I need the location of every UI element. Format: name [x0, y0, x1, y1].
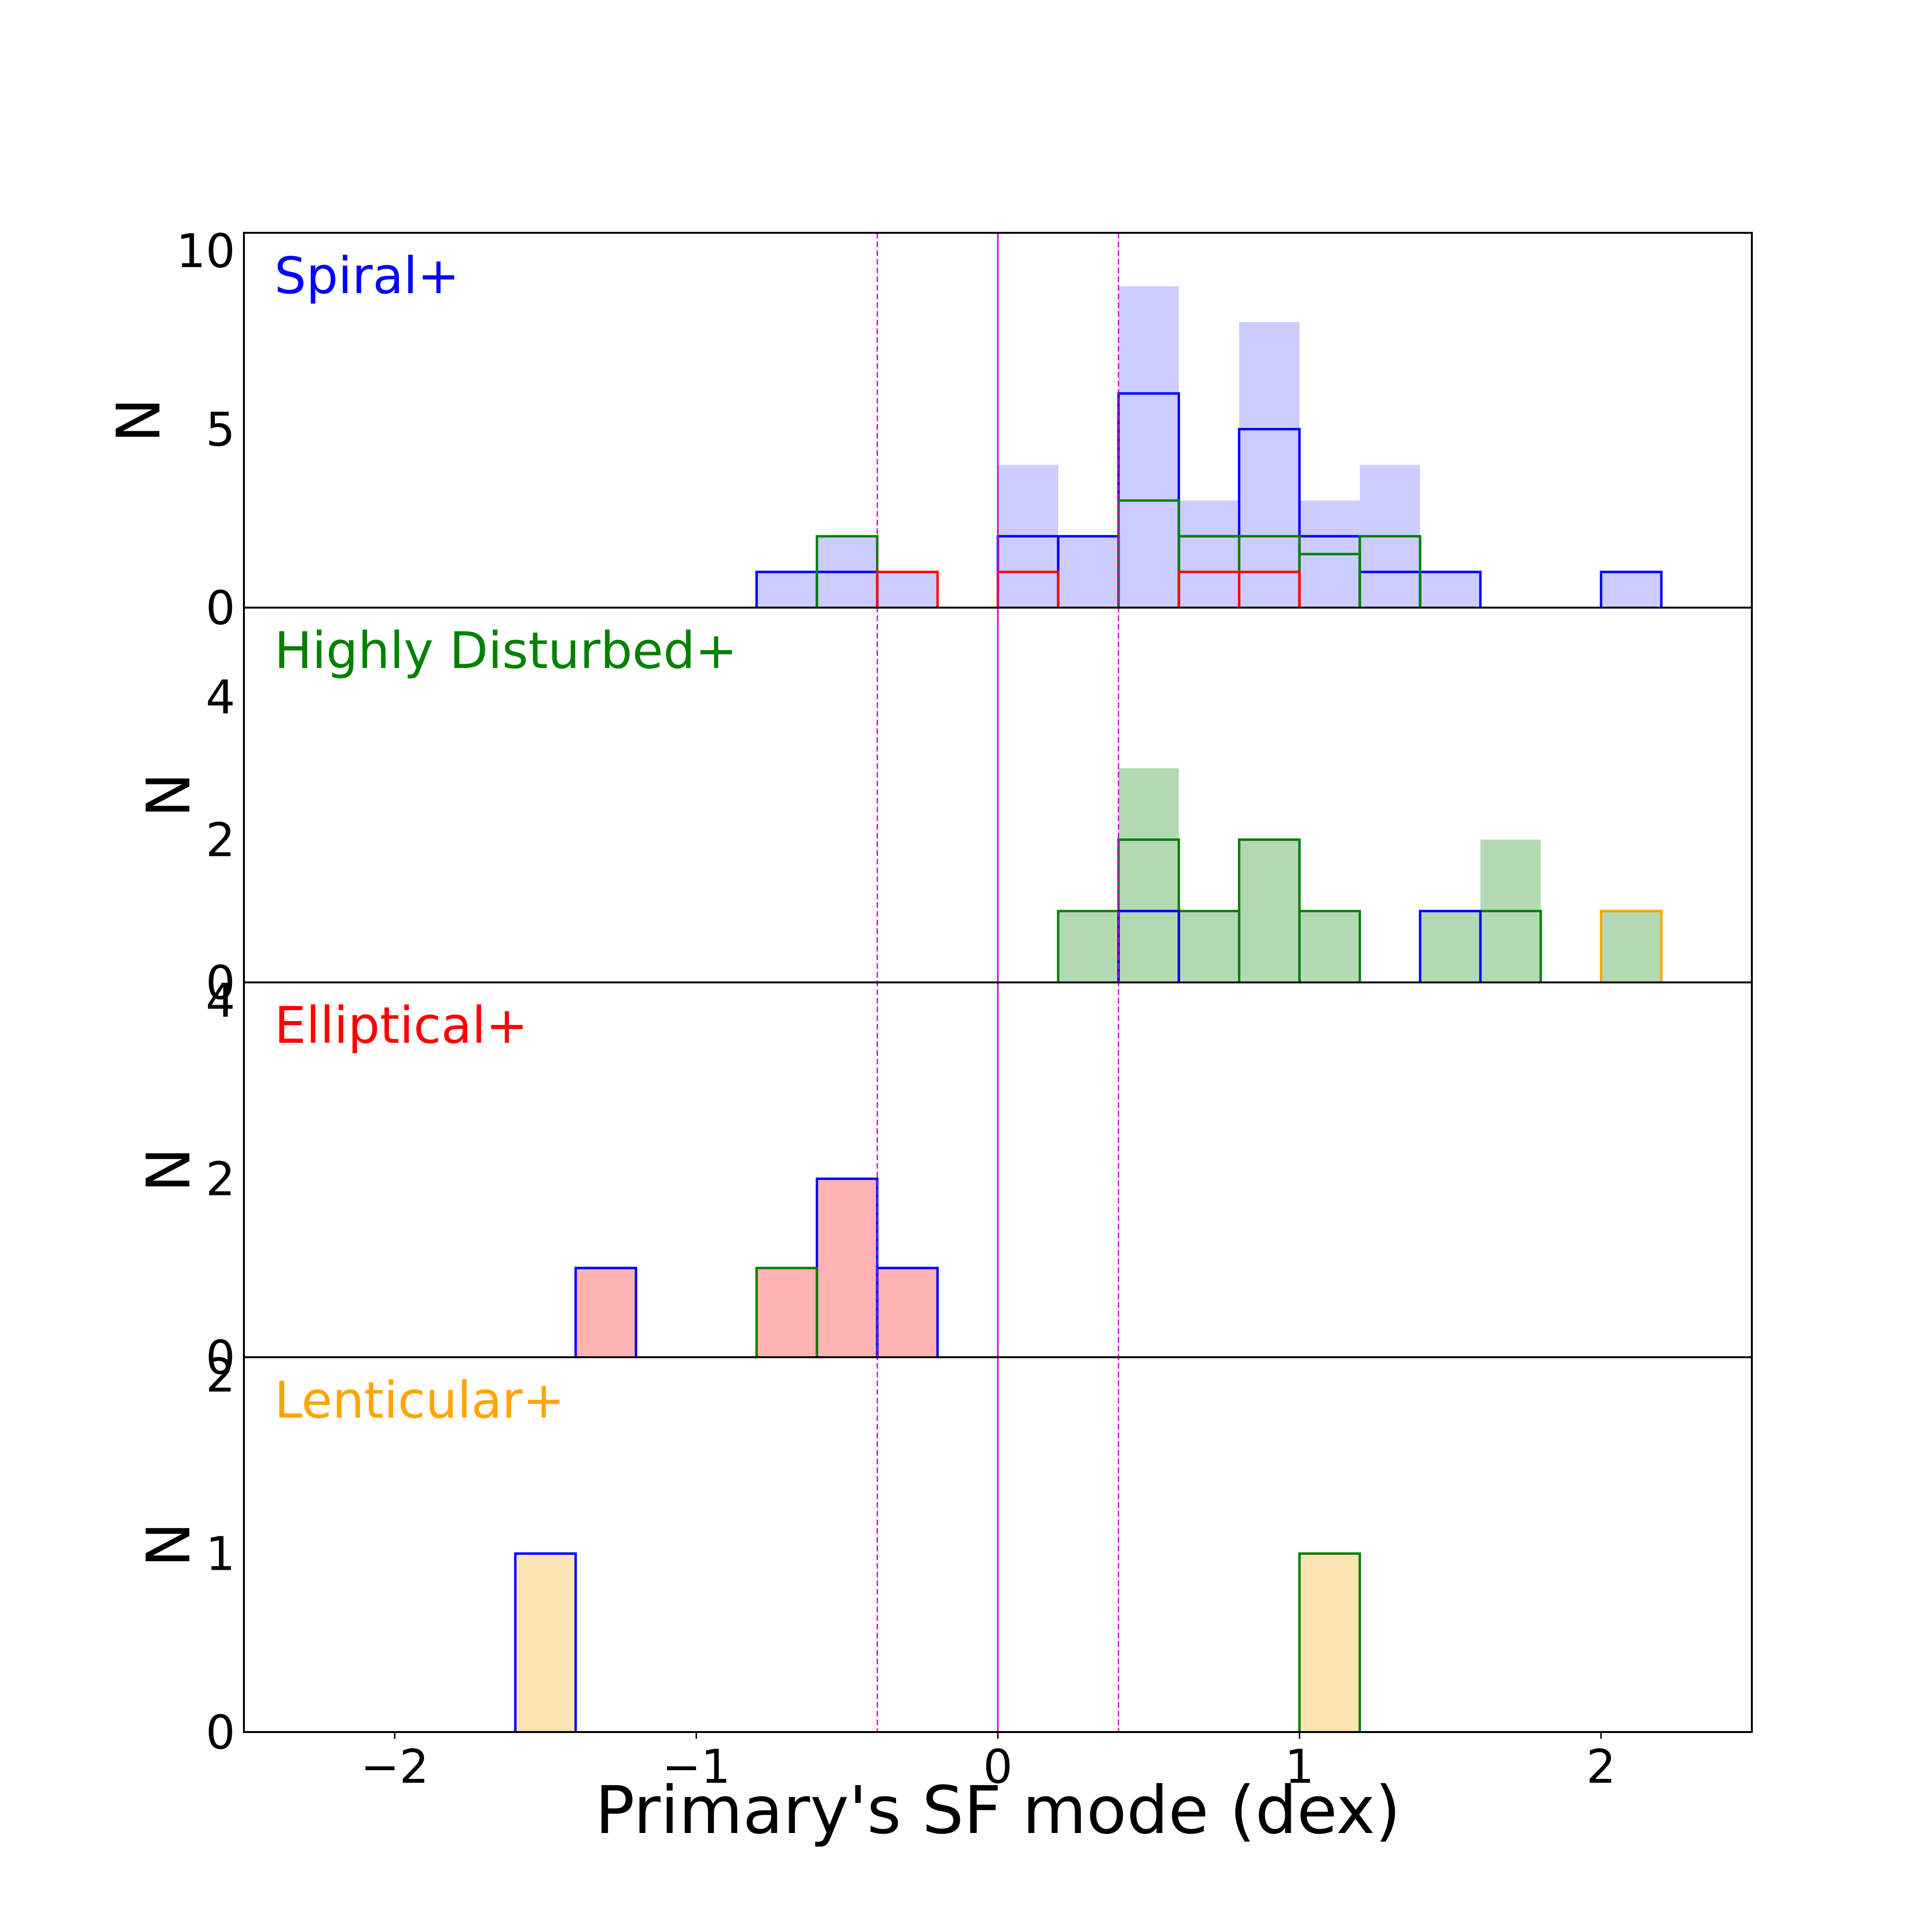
x-axis: −2 −1 0 1 2	[360, 1732, 1616, 1794]
outline-bar-spiral	[1238, 427, 1301, 608]
filled-bar	[1179, 911, 1239, 982]
panel-1: 0 2 4 N Highly Disturbed+	[134, 621, 1663, 1010]
y-axis-label: N	[104, 398, 174, 443]
filled-bar	[756, 1268, 817, 1357]
y-tick-label: 2	[206, 1152, 235, 1206]
x-tick-label: 0	[983, 1740, 1012, 1794]
outline-bar-spiral	[1600, 570, 1663, 608]
filled-bar	[575, 1268, 636, 1357]
filled-bar	[1118, 286, 1179, 608]
filled-bar	[1420, 911, 1481, 982]
y-tick-label: 0	[206, 956, 235, 1010]
outline-bar-spiral	[1419, 909, 1482, 982]
outline-bar-highly-disturbed	[1298, 1552, 1361, 1732]
outline-bar-elliptical	[1238, 570, 1301, 608]
filled-bar	[1601, 572, 1662, 608]
filled-bar	[1420, 572, 1481, 608]
y-axis-label: N	[134, 773, 204, 818]
x-axis-label: Primary's SF mode (dex)	[595, 1773, 1401, 1849]
y-axis-label: N	[134, 1148, 204, 1193]
y-tick-label: 0	[206, 581, 235, 635]
panel-title: Spiral+	[274, 246, 459, 305]
filled-bar	[1299, 1553, 1360, 1732]
panel-0: 0 5 10 N Spiral+	[104, 224, 1663, 635]
filled-bar	[1239, 322, 1300, 608]
y-tick-label: 2	[206, 1349, 235, 1403]
y-tick-label: 4	[206, 670, 235, 724]
outline-bar-lenticular	[1600, 909, 1663, 982]
filled-bar	[877, 572, 938, 608]
panel-title: Highly Disturbed+	[274, 621, 737, 680]
x-tick-label: −1	[662, 1740, 731, 1794]
y-tick-label: 4	[206, 974, 235, 1028]
y-tick-label: 2	[206, 813, 235, 867]
outline-bar-highly-disturbed	[1358, 535, 1421, 608]
outline-bar-spiral	[514, 1552, 577, 1732]
x-tick-label: 2	[1586, 1740, 1616, 1794]
y-tick-label: 0	[206, 1331, 235, 1385]
filled-bar	[1058, 911, 1119, 982]
y-tick-label: 5	[206, 402, 235, 456]
filled-bar	[877, 1268, 938, 1357]
x-tick-label: 1	[1285, 1740, 1314, 1794]
filled-bar	[1179, 500, 1239, 608]
filled-bar	[1601, 911, 1662, 982]
filled-bar	[1239, 839, 1300, 982]
filled-bar	[1299, 911, 1360, 982]
panel-2: 0 2 4 N Elliptical+	[134, 974, 1662, 1385]
filled-bar	[1058, 536, 1119, 608]
y-tick-label: 1	[206, 1527, 235, 1581]
panel-title: Lenticular+	[274, 1371, 565, 1430]
y-tick-label: 10	[176, 224, 235, 278]
filled-bar	[817, 1179, 878, 1357]
filled-bar	[515, 1553, 576, 1732]
y-axis-label: N	[134, 1522, 204, 1567]
filled-bar	[1118, 768, 1179, 982]
x-tick-label: −2	[360, 1740, 429, 1794]
outline-bar-spiral	[574, 1266, 638, 1357]
outline-bar-highly-disturbed	[1298, 909, 1361, 982]
outline-bar-highly-disturbed	[755, 1266, 818, 1357]
y-tick-label: 0	[206, 1705, 235, 1760]
panel-3: 0 1 2 N Lenticular+	[134, 1349, 1662, 1760]
filled-bar	[756, 572, 817, 608]
panel-title: Elliptical+	[274, 996, 528, 1055]
